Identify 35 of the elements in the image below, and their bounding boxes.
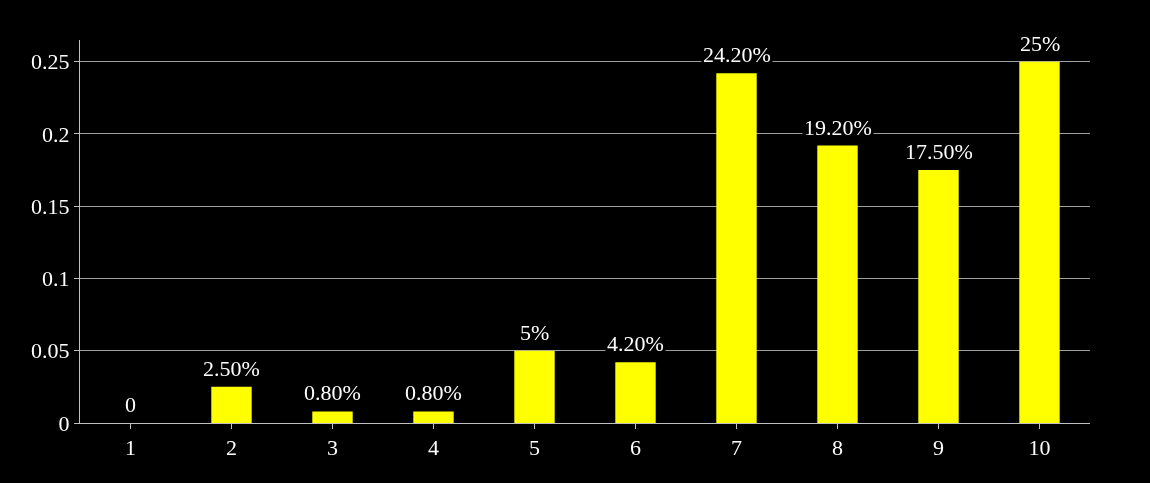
x-tick-label: 5 — [529, 435, 540, 461]
y-tick-label: 0.2 — [42, 121, 70, 147]
x-tick-label: 3 — [327, 435, 338, 461]
y-tick-label: 0.15 — [31, 193, 70, 219]
x-tick-label: 2 — [226, 435, 237, 461]
data-label: 25% — [1020, 31, 1061, 56]
x-tick-label: 10 — [1028, 435, 1051, 461]
bar — [1019, 61, 1060, 423]
data-label: 2.50% — [203, 356, 260, 381]
bar — [211, 386, 252, 423]
x-tick-label: 9 — [933, 435, 944, 461]
bar — [817, 145, 858, 423]
data-label: 24.20% — [703, 42, 771, 67]
y-tick-label: 0.25 — [31, 49, 70, 75]
bar — [716, 73, 757, 423]
data-label: 17.50% — [905, 139, 973, 164]
x-tick-label: 4 — [428, 435, 439, 461]
y-tick-label: 0.1 — [42, 266, 70, 292]
y-tick-label: 0 — [58, 410, 70, 436]
y-tick-label: 0.05 — [31, 338, 70, 364]
bar — [615, 362, 656, 423]
data-label: 5% — [520, 320, 550, 345]
bar — [312, 411, 353, 423]
x-tick-label: 7 — [731, 435, 742, 461]
bar — [413, 411, 454, 423]
x-tick-label: 8 — [832, 435, 843, 461]
x-tick-label: 6 — [630, 435, 641, 461]
data-label: 19.20% — [804, 115, 872, 140]
bar — [918, 170, 959, 423]
data-label: 0 — [125, 392, 136, 417]
x-tick-label: 1 — [125, 435, 136, 461]
data-label: 0.80% — [304, 380, 361, 405]
data-label: 4.20% — [607, 331, 664, 356]
bar — [514, 350, 555, 423]
data-label: 0.80% — [405, 380, 462, 405]
